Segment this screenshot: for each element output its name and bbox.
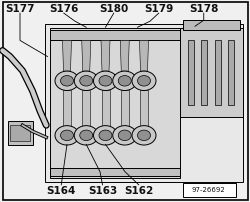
- Bar: [140, 90, 148, 126]
- Bar: [188, 40, 194, 105]
- Circle shape: [55, 126, 79, 145]
- Text: S177: S177: [5, 4, 35, 14]
- Bar: [50, 28, 180, 178]
- Circle shape: [118, 76, 131, 86]
- Text: S179: S179: [144, 4, 174, 14]
- Text: S164: S164: [46, 186, 76, 196]
- Circle shape: [74, 71, 98, 90]
- Polygon shape: [101, 40, 110, 71]
- Circle shape: [60, 130, 74, 141]
- Bar: [63, 90, 71, 126]
- Bar: [45, 24, 242, 182]
- Circle shape: [99, 130, 112, 141]
- Text: S162: S162: [124, 186, 154, 196]
- Bar: [121, 90, 129, 126]
- Bar: [182, 183, 236, 197]
- Circle shape: [74, 126, 98, 145]
- Bar: [50, 168, 180, 176]
- Bar: [180, 28, 242, 117]
- Text: S180: S180: [99, 4, 128, 14]
- Polygon shape: [62, 40, 72, 71]
- Polygon shape: [140, 40, 148, 71]
- Circle shape: [60, 76, 74, 86]
- Circle shape: [113, 71, 137, 90]
- Circle shape: [94, 71, 118, 90]
- Bar: [102, 90, 110, 126]
- Circle shape: [94, 126, 118, 145]
- Text: S163: S163: [88, 186, 117, 196]
- Bar: [8, 121, 32, 145]
- Text: S176: S176: [49, 4, 78, 14]
- Circle shape: [132, 126, 156, 145]
- Circle shape: [55, 71, 79, 90]
- Circle shape: [80, 130, 93, 141]
- Bar: [50, 30, 180, 40]
- Bar: [201, 40, 207, 105]
- Circle shape: [99, 76, 112, 86]
- Circle shape: [118, 130, 131, 141]
- Bar: [182, 20, 240, 30]
- Polygon shape: [82, 40, 91, 71]
- Bar: [10, 125, 30, 141]
- Circle shape: [138, 130, 150, 141]
- Bar: [82, 90, 90, 126]
- Circle shape: [132, 71, 156, 90]
- Text: S178: S178: [189, 4, 218, 14]
- Circle shape: [113, 126, 137, 145]
- Polygon shape: [120, 40, 129, 71]
- Bar: [214, 40, 221, 105]
- Text: 97-26692: 97-26692: [192, 187, 226, 193]
- Circle shape: [138, 76, 150, 86]
- Bar: [228, 40, 234, 105]
- Circle shape: [80, 76, 93, 86]
